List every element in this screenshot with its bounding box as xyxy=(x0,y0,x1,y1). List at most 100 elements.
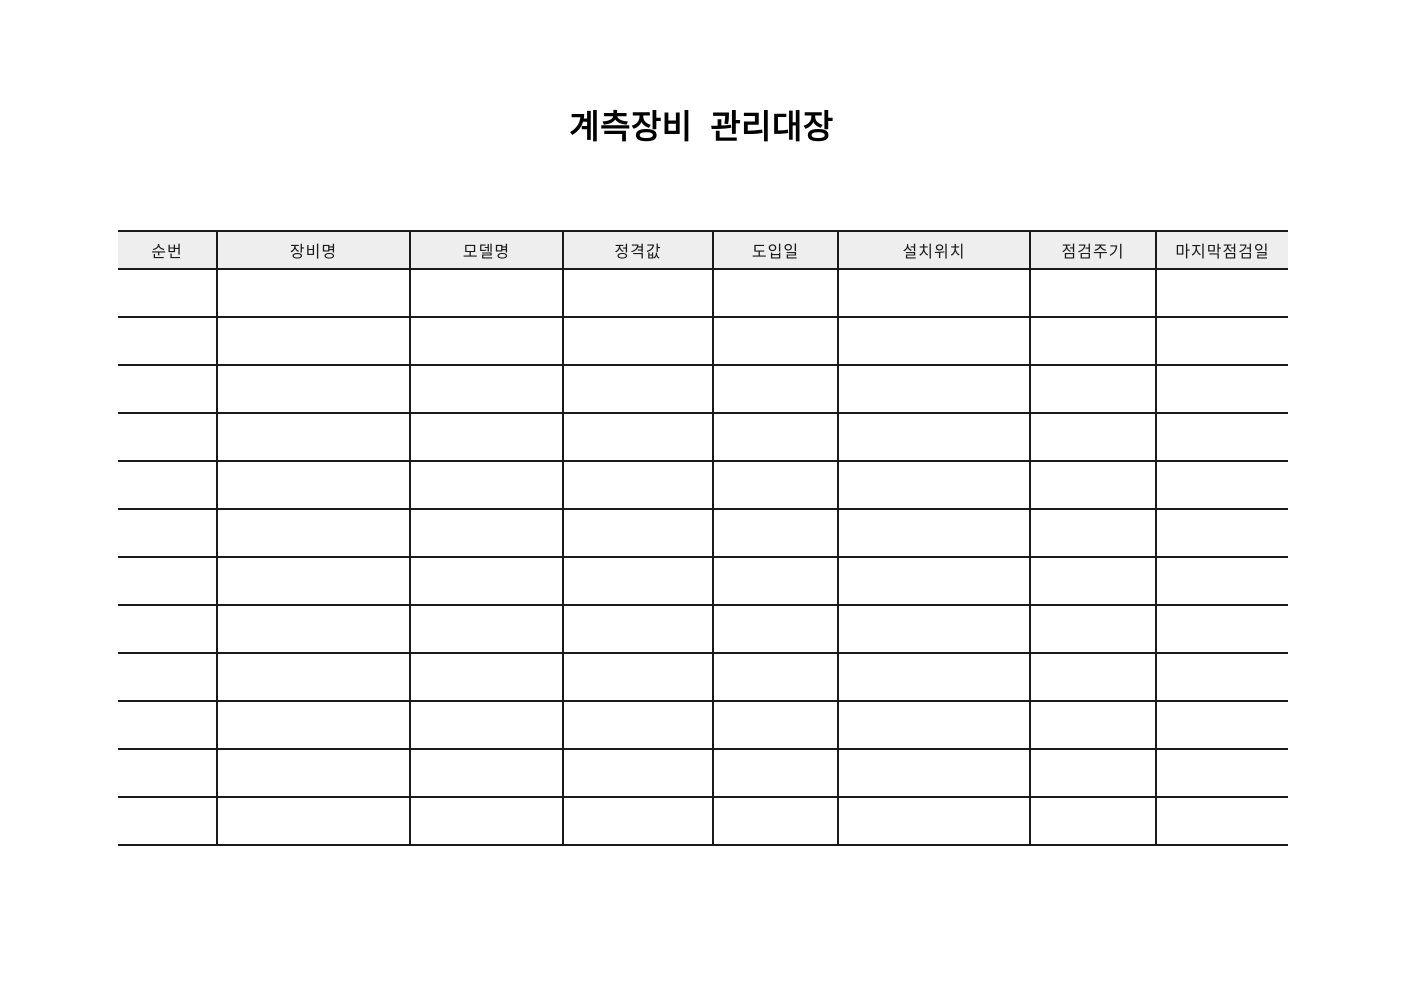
table-cell xyxy=(562,460,714,510)
table-cell xyxy=(562,268,714,318)
table-cell xyxy=(1029,748,1157,798)
table-cell xyxy=(118,460,218,510)
table-cell xyxy=(216,700,411,750)
table-cell xyxy=(216,796,411,846)
table-cell xyxy=(712,652,839,702)
table-row xyxy=(118,268,1288,318)
table-cell xyxy=(216,604,411,654)
table-row xyxy=(118,412,1288,462)
col-header-install-location: 설치위치 xyxy=(837,230,1031,270)
table-cell xyxy=(837,508,1031,558)
col-header-rated-value: 정격값 xyxy=(562,230,714,270)
table-cell xyxy=(1029,556,1157,606)
table-cell xyxy=(216,460,411,510)
table-cell xyxy=(1029,268,1157,318)
table-cell xyxy=(562,748,714,798)
table-cell xyxy=(1155,412,1288,462)
table-cell xyxy=(562,364,714,414)
table-cell xyxy=(1029,652,1157,702)
table-cell xyxy=(118,796,218,846)
col-header-introduction-date: 도입일 xyxy=(712,230,839,270)
table-cell xyxy=(712,556,839,606)
table-cell xyxy=(409,796,564,846)
table-cell xyxy=(562,316,714,366)
table-row xyxy=(118,556,1288,606)
table-cell xyxy=(712,268,839,318)
table-row xyxy=(118,796,1288,846)
table-cell xyxy=(562,796,714,846)
table-body xyxy=(118,268,1288,846)
table-cell xyxy=(409,460,564,510)
table-row xyxy=(118,316,1288,366)
table-cell xyxy=(409,364,564,414)
table-cell xyxy=(712,364,839,414)
table-cell xyxy=(216,652,411,702)
table-header-row: 순번 장비명 모델명 정격값 도입일 설치위치 점검주기 마지막점검일 xyxy=(118,230,1288,270)
table-cell xyxy=(409,412,564,462)
table-row xyxy=(118,652,1288,702)
table-cell xyxy=(562,604,714,654)
table-cell xyxy=(216,556,411,606)
table-cell xyxy=(1029,364,1157,414)
col-header-last-inspection-date: 마지막점검일 xyxy=(1155,230,1288,270)
table-cell xyxy=(118,652,218,702)
table-cell xyxy=(1029,796,1157,846)
table-cell xyxy=(712,604,839,654)
table-cell xyxy=(712,412,839,462)
table-cell xyxy=(118,700,218,750)
table-cell xyxy=(409,556,564,606)
table-cell xyxy=(562,652,714,702)
table-cell xyxy=(118,364,218,414)
table-cell xyxy=(216,268,411,318)
table-cell xyxy=(562,508,714,558)
table-cell xyxy=(1029,508,1157,558)
col-header-no: 순번 xyxy=(118,230,218,270)
table-cell xyxy=(837,316,1031,366)
table-cell xyxy=(837,460,1031,510)
table-cell xyxy=(1155,796,1288,846)
table-cell xyxy=(216,508,411,558)
table-cell xyxy=(1155,316,1288,366)
table-cell xyxy=(1155,556,1288,606)
table-cell xyxy=(118,508,218,558)
table-cell xyxy=(118,604,218,654)
table-cell xyxy=(118,268,218,318)
table-cell xyxy=(712,508,839,558)
table-cell xyxy=(1155,460,1288,510)
table-row xyxy=(118,460,1288,510)
table-cell xyxy=(1029,604,1157,654)
table-cell xyxy=(837,748,1031,798)
table-cell xyxy=(1029,460,1157,510)
table-cell xyxy=(1155,364,1288,414)
table-cell xyxy=(216,412,411,462)
col-header-model-name: 모델명 xyxy=(409,230,564,270)
table-cell xyxy=(118,556,218,606)
table-cell xyxy=(712,316,839,366)
table-cell xyxy=(216,748,411,798)
table-cell xyxy=(837,604,1031,654)
table-cell xyxy=(409,508,564,558)
table-cell xyxy=(1029,700,1157,750)
table-cell xyxy=(118,748,218,798)
table-cell xyxy=(837,796,1031,846)
table-row xyxy=(118,748,1288,798)
table-cell xyxy=(1029,316,1157,366)
page-title: 계측장비 관리대장 xyxy=(569,108,834,145)
table-cell xyxy=(837,268,1031,318)
table-cell xyxy=(837,652,1031,702)
table-cell xyxy=(712,748,839,798)
table-cell xyxy=(1155,700,1288,750)
table-cell xyxy=(216,364,411,414)
col-header-inspection-cycle: 점검주기 xyxy=(1029,230,1157,270)
table-cell xyxy=(1155,604,1288,654)
table-row xyxy=(118,364,1288,414)
table-cell xyxy=(409,652,564,702)
table-cell xyxy=(409,604,564,654)
table-cell xyxy=(118,316,218,366)
table-cell xyxy=(837,364,1031,414)
table-cell xyxy=(837,700,1031,750)
table-cell xyxy=(118,412,218,462)
table-cell xyxy=(562,700,714,750)
table-row xyxy=(118,700,1288,750)
